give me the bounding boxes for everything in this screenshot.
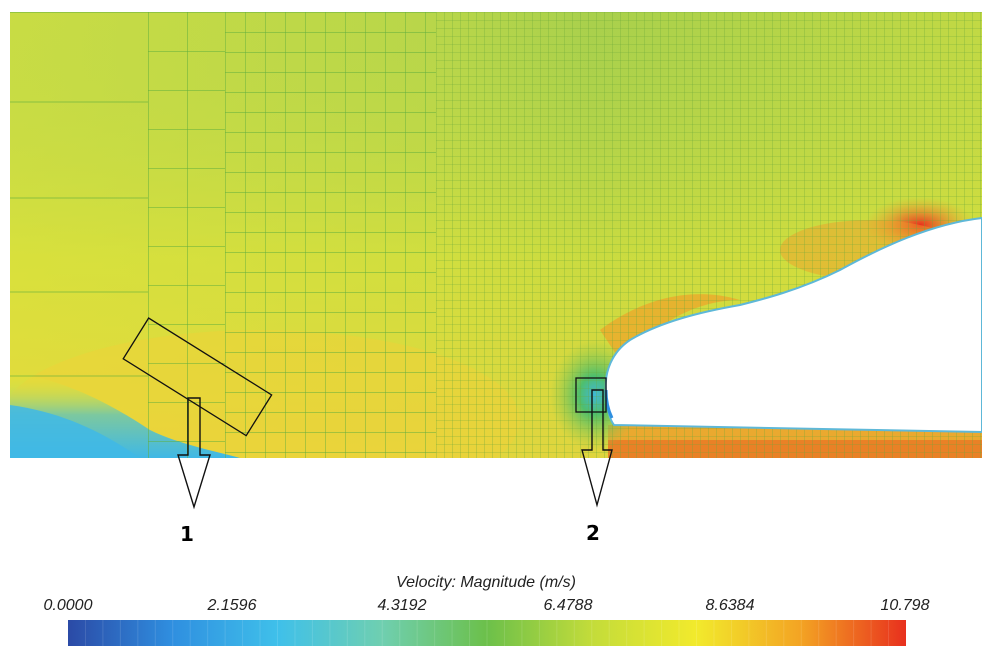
marker-2-label: 2 (586, 521, 600, 545)
marker-1: 1 (122, 317, 273, 546)
marker-1-label: 1 (180, 522, 194, 546)
colorbar-tick-0: 0.0000 (44, 597, 93, 614)
colorbar: Velocity: Magnitude (m/s) 0.0000 2.1596 … (44, 574, 930, 646)
colorbar-tick-4: 8.6384 (706, 597, 755, 614)
arrow-down-icon (581, 389, 613, 508)
colorbar-gradient (68, 620, 906, 646)
colorbar-tick-1: 2.1596 (207, 597, 257, 614)
colorbar-steps (84, 620, 890, 646)
colorbar-tick-5: 10.798 (881, 597, 930, 614)
marker-2: 2 (575, 377, 613, 545)
colorbar-tick-3: 6.4788 (544, 597, 593, 614)
arrow-down-icon (177, 397, 211, 510)
colorbar-title: Velocity: Magnitude (m/s) (396, 574, 576, 591)
velocity-field (10, 12, 982, 458)
colorbar-tick-2: 4.3192 (378, 597, 427, 614)
